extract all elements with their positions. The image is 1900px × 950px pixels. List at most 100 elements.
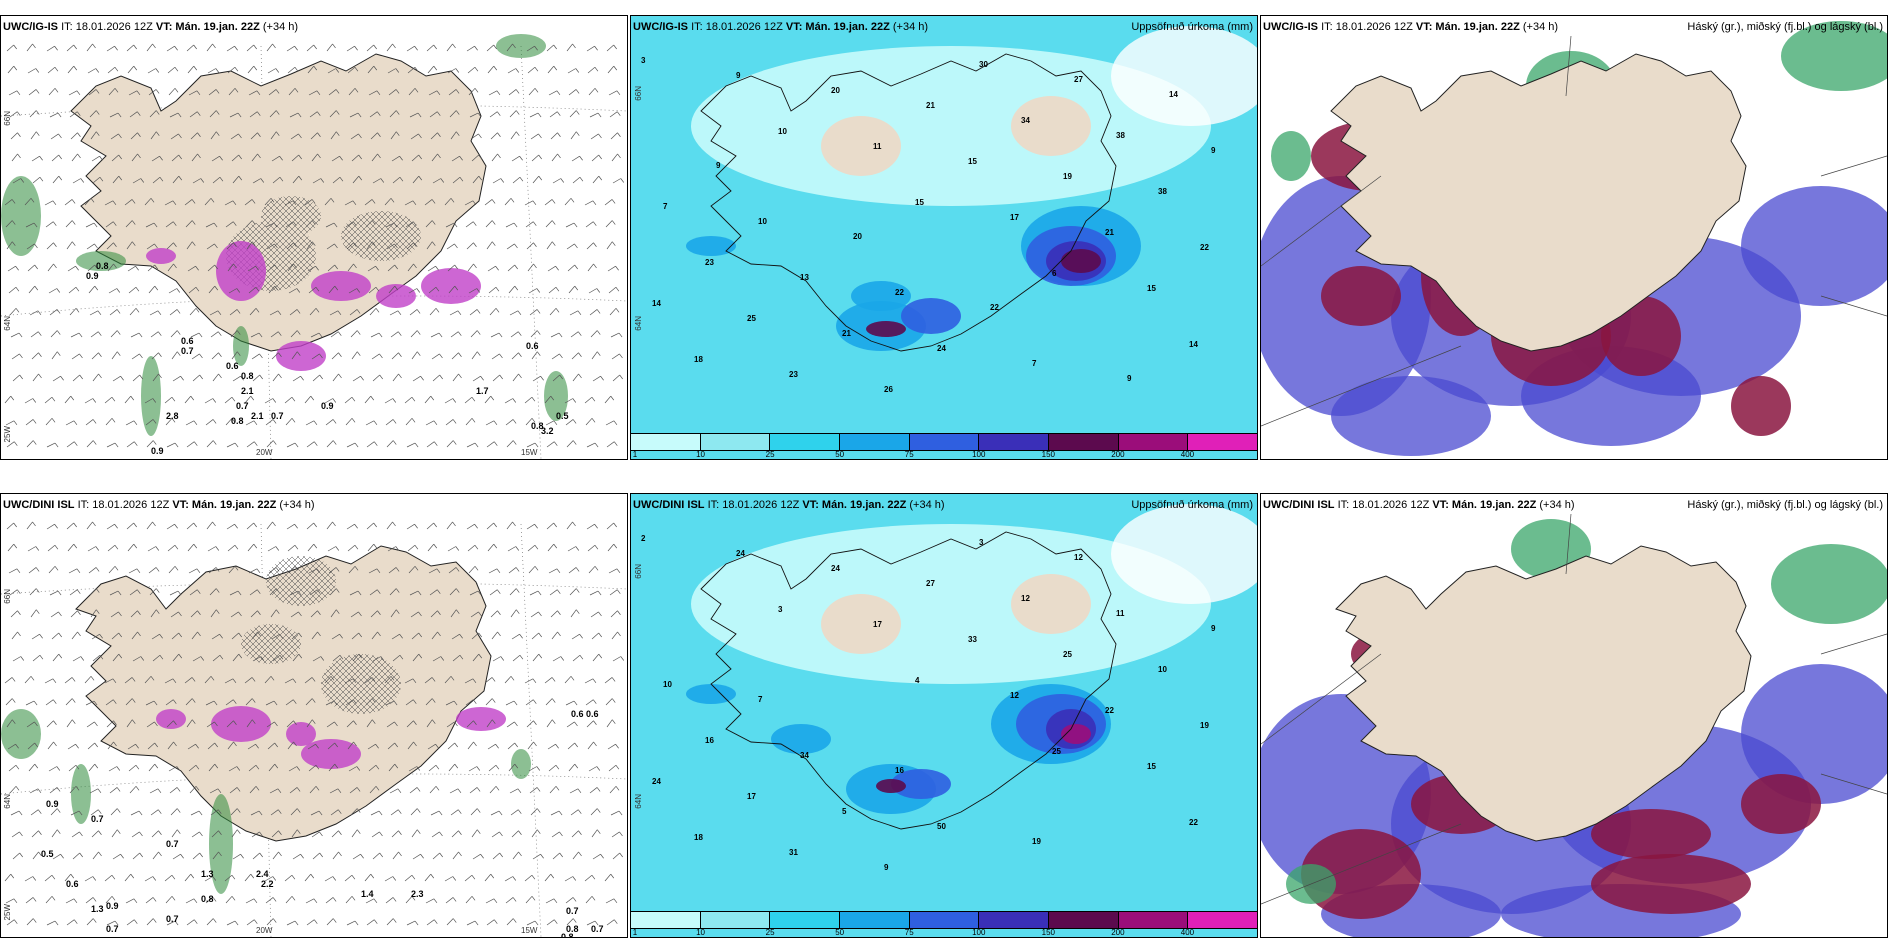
legend-tick-label: 50: [835, 928, 845, 937]
precip-area: [496, 34, 546, 58]
high-cloud: [1271, 131, 1311, 181]
legend-swatch: [631, 912, 701, 928]
accum-value-label: 24: [831, 564, 840, 573]
accum-value-label: 27: [926, 579, 935, 588]
accum-value-label: 13: [800, 273, 809, 282]
legend-tick-label: 25: [765, 928, 775, 937]
heavy-precip: [851, 281, 911, 311]
accum-value-label: 30: [979, 60, 988, 69]
accum-value-label: 25: [747, 314, 756, 323]
heavy-precip: [686, 684, 736, 704]
accum-value-label: 24: [736, 549, 745, 558]
accum-value-label: 33: [968, 635, 977, 644]
precip-value-label: 2.3: [411, 889, 424, 899]
precip-value-label: 0.9: [106, 901, 119, 911]
legend-tick-label: 400: [1180, 450, 1195, 459]
accum-value-label: 11: [1116, 609, 1125, 618]
accum-value-label: 9: [1127, 374, 1132, 383]
lon-label: 15W: [521, 448, 538, 457]
accum-value-label: 5: [842, 807, 847, 816]
mid-cloud: [1321, 266, 1401, 326]
convective-precip: [286, 722, 316, 746]
panel-dini-cloud: UWC/DINI ISL IT: 18.01.2026 12Z VT: Mán.…: [1260, 493, 1888, 938]
precip-area: [511, 749, 531, 779]
low-cloud: [1741, 664, 1887, 804]
boundary-line: [1261, 345, 1462, 427]
snow-hatch: [341, 211, 421, 261]
accum-value-label: 21: [1105, 228, 1114, 237]
heavy-precip: [876, 779, 906, 793]
snow-hatch: [241, 624, 301, 664]
legend-swatch: [840, 912, 910, 928]
legend-tick-label: 150: [1041, 450, 1056, 459]
accum-value-label: 3: [778, 605, 783, 614]
legend-tick-label: 10: [696, 928, 705, 937]
mid-cloud: [1731, 376, 1791, 436]
accum-value-label: 24: [937, 344, 946, 353]
lon-label: 20W: [256, 448, 273, 457]
convective-precip: [311, 271, 371, 301]
panel-title: Háský (gr.), miðský (fj.bl.) og lágský (…: [1687, 499, 1883, 511]
legend-tick-label: 100: [972, 928, 986, 937]
legend-tick-label: 150: [1041, 928, 1056, 937]
precip-value-label: 0.8: [566, 924, 579, 934]
accum-value-label: 12: [1021, 594, 1030, 603]
accum-value-label: 19: [1200, 721, 1209, 730]
legend-tick-label: 200: [1111, 450, 1125, 459]
accum-value-label: 31: [789, 848, 798, 857]
accum-value-label: 24: [652, 777, 661, 786]
precip-value-label: 0.7: [181, 346, 194, 356]
mid-cloud: [1591, 809, 1711, 859]
wind-barbs: [4, 43, 625, 448]
lat-label: 66N: [3, 111, 12, 126]
legend-tick-label: 400: [1180, 928, 1195, 937]
precip-value-label: 1.4: [361, 889, 374, 899]
accum-value-label: 22: [895, 288, 904, 297]
legend-swatch: [979, 434, 1050, 450]
coastline: [700, 531, 1117, 830]
convective-precip: [376, 284, 416, 308]
accum-value-label: 34: [1021, 116, 1030, 125]
accum-value-label: 3: [641, 56, 646, 65]
precip-value-label: 0.7: [106, 924, 119, 934]
legend-swatch: [1188, 912, 1257, 928]
legend-tick-label: 1: [632, 450, 638, 459]
high-cloud: [1771, 544, 1887, 624]
wind-precip-map: [1, 494, 627, 937]
precip-value-label: 2.1: [241, 386, 254, 396]
legend-swatch: [1188, 434, 1257, 450]
precip-value-label: 0.6: [226, 361, 239, 371]
accum-value-label: 3: [979, 538, 984, 547]
panel-header: UWC/IG-IS IT: 18.01.2026 12Z VT: Mán. 19…: [633, 21, 929, 33]
precip-value-label: 0.7: [591, 924, 604, 934]
legend-swatches: [631, 433, 1257, 451]
accum-value-label: 11: [873, 142, 882, 151]
boundary-line: [1261, 823, 1462, 905]
accum-value-label: 19: [1032, 837, 1041, 846]
boundary-line: [1261, 653, 1382, 745]
accum-value-label: 7: [758, 695, 763, 704]
legend-tick-label: 75: [904, 450, 914, 459]
convective-precip: [156, 709, 186, 729]
land-patch: [821, 116, 901, 176]
accum-value-label: 15: [968, 157, 977, 166]
heavy-precip: [866, 321, 906, 337]
accum-value-label: 38: [1116, 131, 1125, 140]
legend-swatch: [979, 912, 1050, 928]
accum-value-label: 7: [663, 202, 668, 211]
precip-value-label: 0.8: [531, 421, 544, 431]
accum-value-label: 6: [1052, 269, 1057, 278]
precip-value-label: 1.3: [91, 904, 104, 914]
precip-value-label: 0.6: [571, 709, 584, 719]
legend-tick-label: 100: [972, 450, 986, 459]
cloud-cover-map: [1261, 494, 1887, 937]
precip-value-label: 0.7: [166, 914, 179, 924]
precip-value-label: 0.9: [46, 799, 59, 809]
low-cloud: [1331, 376, 1491, 456]
legend-ticks: 1 10 25 50 75 100 150 200 400: [631, 450, 1257, 459]
lat-label: 66N: [634, 86, 643, 101]
legend-swatch: [909, 912, 980, 928]
panel-ig-accum: UWC/IG-IS IT: 18.01.2026 12Z VT: Mán. 19…: [630, 15, 1258, 460]
precip-value-label: 0.8: [201, 894, 214, 904]
panel-header: UWC/IG-IS IT: 18.01.2026 12Z VT: Mán. 19…: [1263, 21, 1559, 33]
